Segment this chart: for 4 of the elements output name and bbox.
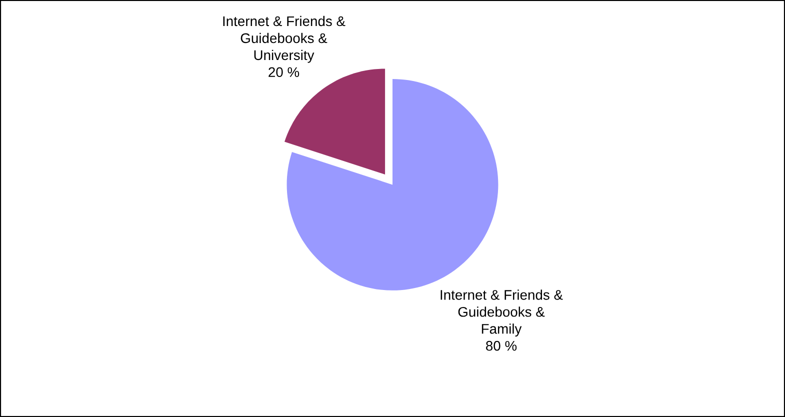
slice-label: Internet & Friends & Guidebooks & University xyxy=(223,16,346,63)
slice-label: Internet & Friends & Guidebooks & Family xyxy=(440,290,563,337)
data-label: 20 % xyxy=(268,67,300,78)
data-label: 80 % xyxy=(486,340,517,351)
